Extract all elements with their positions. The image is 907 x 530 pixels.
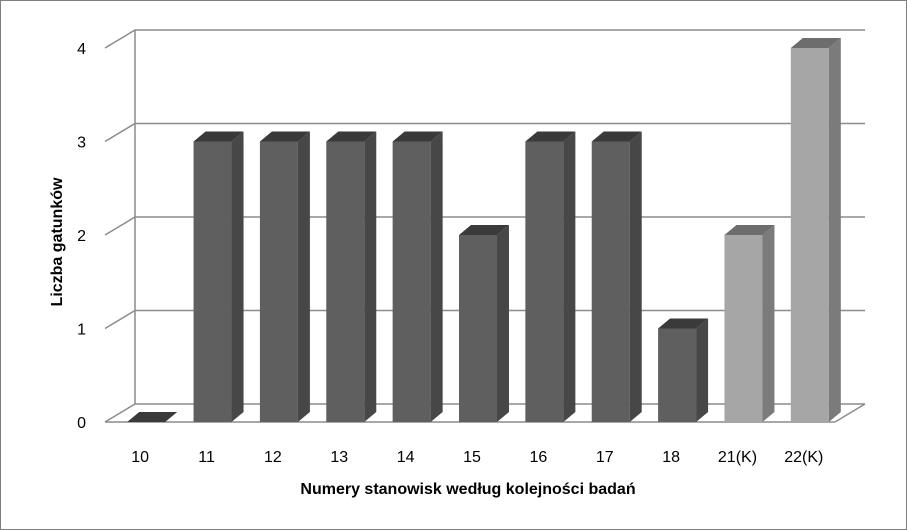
x-tick-label: 15: [463, 449, 481, 466]
bar-side: [762, 225, 775, 422]
x-tick-label: 22(K): [784, 449, 823, 466]
bar-14: [392, 131, 443, 422]
bar-15: [459, 225, 509, 422]
bar-21(K): [724, 225, 775, 422]
bar-top: [326, 131, 377, 142]
bar-top: [127, 412, 178, 422]
bar-front: [591, 141, 630, 422]
bar-top: [193, 131, 244, 142]
bar-top: [591, 131, 642, 142]
bar-front: [392, 141, 431, 422]
bar-18: [658, 318, 709, 422]
y-tick-label: 1: [77, 322, 86, 339]
y-tick-label: 3: [77, 135, 86, 152]
x-axis-title: Numery stanowisk według kolejności badań: [300, 481, 635, 498]
bar-side: [828, 38, 841, 422]
floor-right-edge: [834, 403, 866, 423]
y-tick-label: 4: [77, 41, 86, 58]
x-tick-label: 10: [131, 449, 149, 466]
bar-front: [193, 141, 232, 422]
bar-side: [563, 131, 576, 422]
y-tick-label: 0: [77, 415, 86, 432]
bar-side: [364, 131, 377, 422]
bar-side: [696, 318, 709, 422]
bar-front: [459, 235, 497, 422]
floor-left-edge: [104, 403, 136, 423]
bar-side: [430, 131, 443, 422]
bar-front: [525, 141, 564, 422]
x-tick-label: 21(K): [718, 449, 757, 466]
bar-top: [259, 131, 310, 142]
bar-22(K): [790, 38, 841, 422]
x-tick-label: 12: [264, 449, 282, 466]
bar-top: [790, 38, 841, 48]
bar-top: [392, 131, 443, 142]
bar-11: [193, 131, 244, 422]
bar-13: [326, 131, 377, 422]
x-tick-label: 11: [198, 449, 215, 466]
bar-side: [231, 131, 244, 422]
x-tick-label: 14: [397, 449, 415, 466]
bar-10: [127, 412, 178, 422]
gridline-3: [104, 122, 865, 143]
x-tick-labels: 10 11 12 13 14 15 16 17 18 21(K) 22(K): [131, 449, 823, 466]
y-tick-label: 2: [77, 228, 86, 245]
y-axis-title: Liczba gatunków: [49, 177, 66, 306]
bar-series: [127, 38, 841, 422]
bar-top: [724, 225, 775, 235]
x-tick-label: 17: [596, 449, 614, 466]
bar-front: [724, 235, 763, 422]
bar-front: [790, 48, 829, 422]
y-tick-labels: 0 1 2 3 4: [77, 41, 86, 432]
x-tick-label: 18: [662, 449, 680, 466]
bar-side: [497, 225, 509, 422]
bar-17: [591, 131, 642, 422]
bar-top: [525, 131, 576, 142]
bar-top: [459, 225, 509, 235]
bar-front: [658, 328, 697, 422]
bar-side: [629, 131, 642, 422]
x-tick-label: 16: [529, 449, 547, 466]
bar-top: [658, 318, 709, 329]
bar-front: [326, 141, 365, 422]
bar-16: [525, 131, 576, 422]
gridline-4: [104, 29, 865, 49]
bar-12: [259, 131, 310, 422]
bar-side: [297, 131, 310, 422]
x-tick-label: 13: [330, 449, 348, 466]
bar-front: [259, 141, 298, 422]
